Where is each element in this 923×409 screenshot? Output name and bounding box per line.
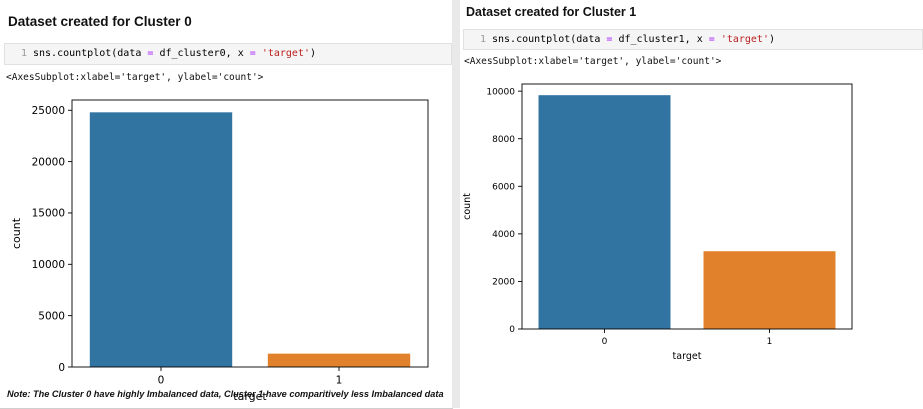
code-text: sns.countplot(data = df_cluster0, x = 't… bbox=[33, 48, 317, 59]
line-number: 1 bbox=[20, 48, 27, 59]
y-tick-label: 25000 bbox=[32, 105, 65, 117]
y-tick-label: 10000 bbox=[486, 87, 515, 97]
x-tick-label: 1 bbox=[767, 337, 773, 347]
y-axis-label: count bbox=[462, 193, 473, 220]
x-tick-label: 0 bbox=[602, 337, 608, 347]
imbalance-note: Note: The Cluster 0 have highly Imbalanc… bbox=[7, 389, 444, 399]
x-axis-label: target bbox=[673, 351, 702, 362]
bar-0 bbox=[89, 112, 233, 367]
y-tick-label: 8000 bbox=[492, 135, 515, 145]
cell-output-text: <AxesSubplot:xlabel='target', ylabel='co… bbox=[6, 72, 264, 83]
y-tick-label: 10000 bbox=[32, 259, 65, 271]
cluster-0-heading: Dataset created for Cluster 0 bbox=[8, 14, 192, 29]
code-cell-cluster-1[interactable]: 1 sns.countplot(data = df_cluster1, x = '… bbox=[463, 29, 923, 50]
y-tick-label: 2000 bbox=[492, 278, 515, 288]
y-tick-label: 15000 bbox=[32, 208, 65, 220]
notebook-panel-cluster-1: Dataset created for Cluster 1 1 sns.count… bbox=[460, 0, 923, 408]
y-tick-label: 5000 bbox=[38, 310, 65, 322]
code-text: sns.countplot(data = df_cluster1, x = 't… bbox=[492, 34, 776, 45]
y-tick-label: 20000 bbox=[32, 156, 65, 168]
line-number: 1 bbox=[479, 34, 486, 45]
y-tick-label: 0 bbox=[58, 362, 65, 374]
y-axis-label: count bbox=[10, 217, 23, 249]
countplot-cluster-0: 0 5000 10000 15000 20000 25000 0 1 target count bbox=[10, 99, 429, 403]
plot-frame bbox=[71, 99, 429, 368]
bar-1 bbox=[267, 353, 411, 367]
cluster-1-heading: Dataset created for Cluster 1 bbox=[466, 5, 637, 19]
code-cell-cluster-0[interactable]: 1 sns.countplot(data = df_cluster0, x = '… bbox=[4, 43, 452, 65]
bar-1 bbox=[703, 251, 836, 329]
y-tick-label: 0 bbox=[509, 325, 515, 335]
bar-0 bbox=[538, 95, 671, 329]
y-tick-label: 6000 bbox=[492, 183, 515, 193]
notebook-panel-cluster-0: Dataset created for Cluster 0 1 sns.count… bbox=[0, 0, 453, 409]
plot-frame bbox=[521, 83, 853, 330]
countplot-cluster-1: 0 2000 4000 6000 8000 10000 0 1 target count bbox=[462, 83, 853, 362]
cell-output-text: <AxesSubplot:xlabel='target', ylabel='co… bbox=[464, 56, 722, 67]
y-tick-label: 4000 bbox=[492, 230, 515, 240]
panel-divider bbox=[452, 0, 460, 408]
x-tick-label: 1 bbox=[336, 375, 343, 387]
x-tick-label: 0 bbox=[158, 375, 165, 387]
x-axis-label: target bbox=[233, 390, 267, 403]
